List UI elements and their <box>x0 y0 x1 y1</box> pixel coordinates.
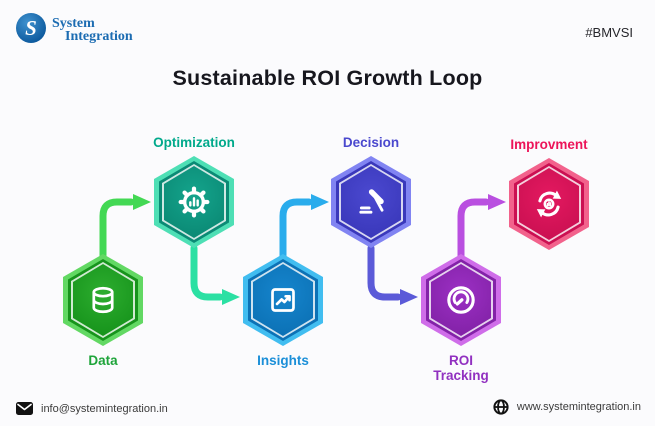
node-label: Data <box>88 353 118 368</box>
node-roi-tracking: ROI Tracking <box>421 254 501 383</box>
database-icon <box>92 286 114 314</box>
logo-s-icon: S <box>16 13 46 43</box>
node-label: Decision <box>342 135 400 150</box>
gear-chart-icon <box>178 186 210 218</box>
node-label: ROI Tracking <box>433 353 489 383</box>
node-insights: Insights <box>243 254 323 368</box>
node-decision: Decision <box>331 135 411 248</box>
website-text: www.systemintegration.in <box>516 401 641 413</box>
logo-line2: Integration <box>65 29 133 44</box>
connector-insights-to-decision <box>279 194 329 262</box>
hex-fill <box>73 264 133 336</box>
mail-icon <box>16 402 33 415</box>
node-label: Optimization <box>153 135 235 150</box>
page-title: Sustainable ROI Growth Loop <box>172 66 483 90</box>
trend-chart-icon <box>271 288 295 312</box>
node-label: Improvment <box>510 137 588 152</box>
gavel-icon <box>359 189 384 214</box>
hashtag: #BMVSI <box>585 25 633 40</box>
sync-gear-icon <box>536 190 562 218</box>
connector-roi-to-improvment <box>457 194 506 262</box>
footer-website: www.systemintegration.in <box>493 399 641 415</box>
email-text: info@systemintegration.in <box>41 402 168 415</box>
connector-decision-to-roi <box>367 244 418 305</box>
node-improvment: Improvment <box>509 137 589 250</box>
connector-optimization-to-insights <box>190 244 240 305</box>
globe-icon <box>493 399 509 415</box>
connector-data-to-optimization <box>99 194 151 262</box>
footer-email: info@systemintegration.in <box>16 402 168 415</box>
hex-fill <box>341 166 401 238</box>
node-data: Data <box>63 254 143 368</box>
logo-line1: System <box>52 16 95 31</box>
node-optimization: Optimization <box>153 135 235 248</box>
logo: S System Integration <box>16 13 133 44</box>
gauge-icon <box>447 286 475 314</box>
logo-text: System Integration <box>52 13 133 44</box>
node-label: Insights <box>257 353 309 368</box>
